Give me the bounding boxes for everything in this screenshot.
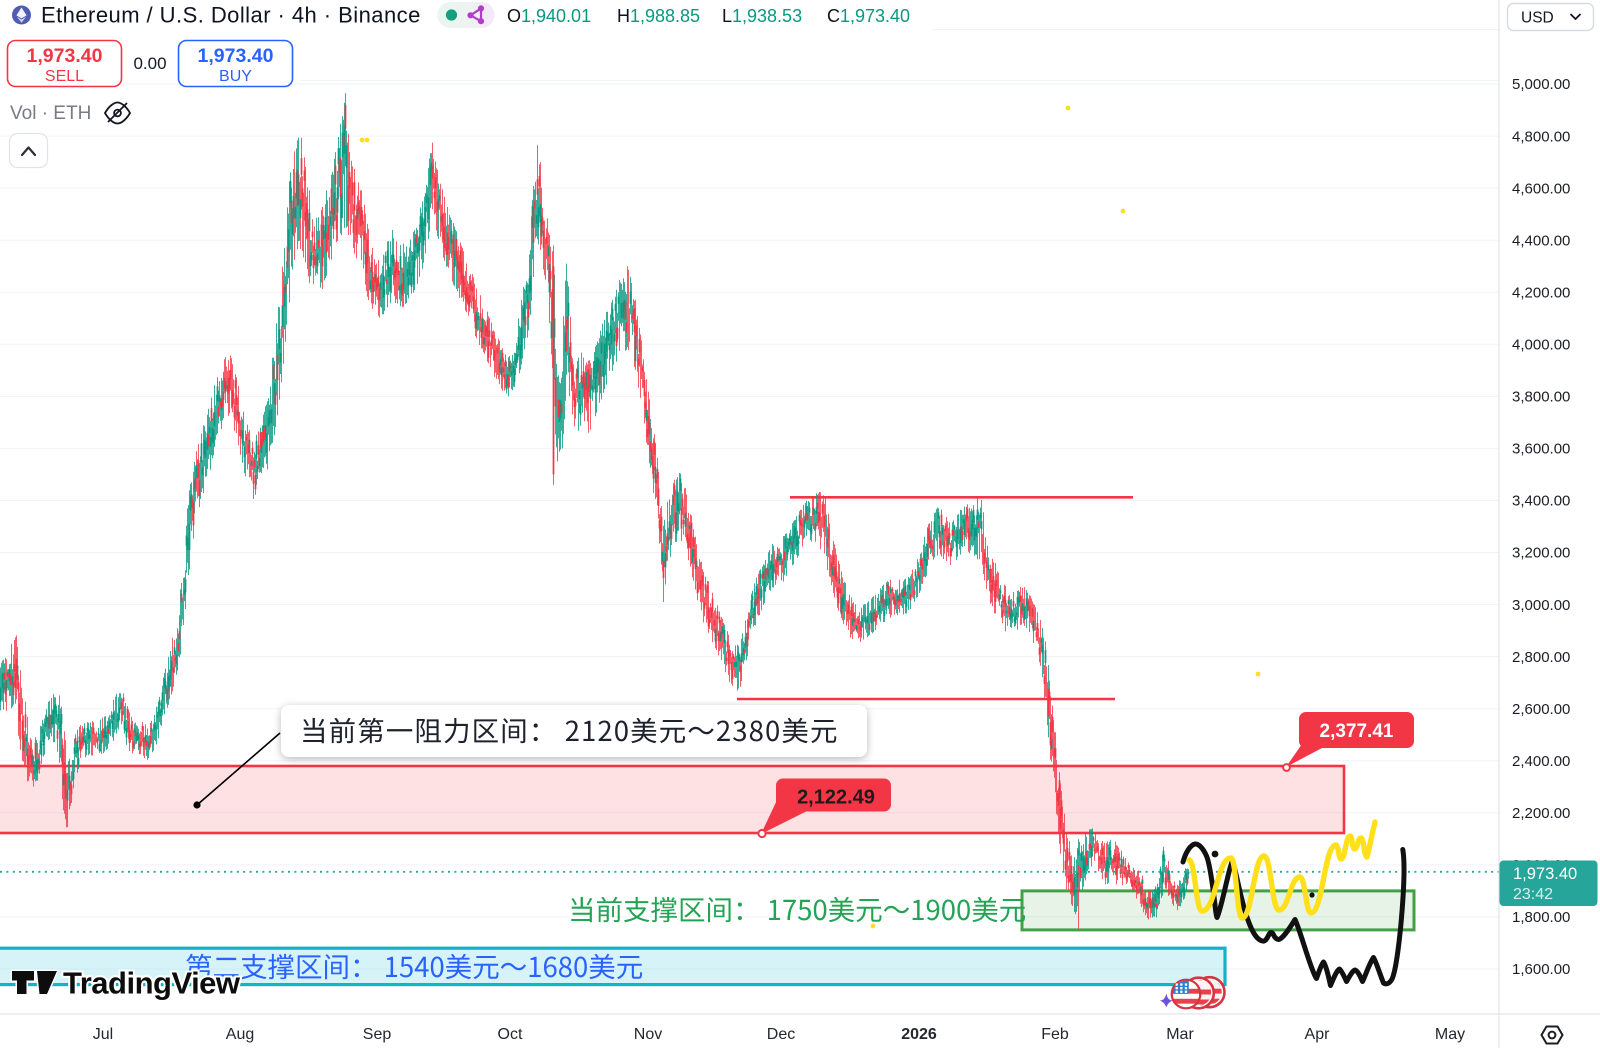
svg-text:1,973.40: 1,973.40: [198, 45, 274, 67]
svg-text:1,973.40: 1,973.40: [27, 45, 103, 67]
svg-text:SELL: SELL: [45, 68, 84, 85]
svg-text:4,600.00: 4,600.00: [1512, 180, 1570, 197]
svg-text:3,600.00: 3,600.00: [1512, 441, 1570, 458]
svg-text:3,400.00: 3,400.00: [1512, 493, 1570, 510]
svg-text:5,000.00: 5,000.00: [1512, 76, 1570, 93]
svg-text:Apr: Apr: [1305, 1026, 1331, 1043]
svg-text:2,600.00: 2,600.00: [1512, 701, 1570, 718]
svg-text:USD: USD: [1521, 10, 1554, 27]
svg-text:BUY: BUY: [219, 68, 252, 85]
svg-text:2,377.41: 2,377.41: [1320, 721, 1394, 742]
svg-text:Feb: Feb: [1041, 1026, 1069, 1043]
svg-text:2026: 2026: [901, 1026, 937, 1043]
svg-text:3,200.00: 3,200.00: [1512, 545, 1570, 562]
svg-text:Aug: Aug: [226, 1026, 254, 1043]
svg-text:Dec: Dec: [767, 1026, 795, 1043]
svg-text:3,800.00: 3,800.00: [1512, 389, 1570, 406]
svg-text:Ethereum / U.S. Dollar · 4h ·: Ethereum / U.S. Dollar · 4h · Binance: [41, 3, 421, 28]
svg-text:1,800.00: 1,800.00: [1512, 909, 1570, 926]
svg-text:Oct: Oct: [498, 1026, 523, 1043]
svg-text:2,122.49: 2,122.49: [797, 787, 875, 809]
svg-text:Sep: Sep: [363, 1026, 392, 1043]
svg-text:2,400.00: 2,400.00: [1512, 753, 1570, 770]
svg-text:Nov: Nov: [634, 1026, 662, 1043]
svg-text:2,200.00: 2,200.00: [1512, 805, 1570, 822]
svg-text:4,200.00: 4,200.00: [1512, 284, 1570, 301]
svg-text:Vol · ETH: Vol · ETH: [10, 103, 91, 124]
svg-text:1,973.40: 1,973.40: [1513, 865, 1577, 883]
svg-text:2,800.00: 2,800.00: [1512, 649, 1570, 666]
svg-text:1,600.00: 1,600.00: [1512, 961, 1570, 978]
svg-text:4,400.00: 4,400.00: [1512, 232, 1570, 249]
svg-text:May: May: [1435, 1026, 1465, 1043]
svg-text:TradingView: TradingView: [63, 966, 241, 1001]
svg-text:4,000.00: 4,000.00: [1512, 337, 1570, 354]
svg-text:0.00: 0.00: [133, 54, 166, 73]
svg-text:3,000.00: 3,000.00: [1512, 597, 1570, 614]
svg-text:4,800.00: 4,800.00: [1512, 128, 1570, 145]
svg-text:23:42: 23:42: [1513, 886, 1553, 903]
svg-text:Jul: Jul: [93, 1026, 113, 1043]
svg-text:Mar: Mar: [1166, 1026, 1194, 1043]
